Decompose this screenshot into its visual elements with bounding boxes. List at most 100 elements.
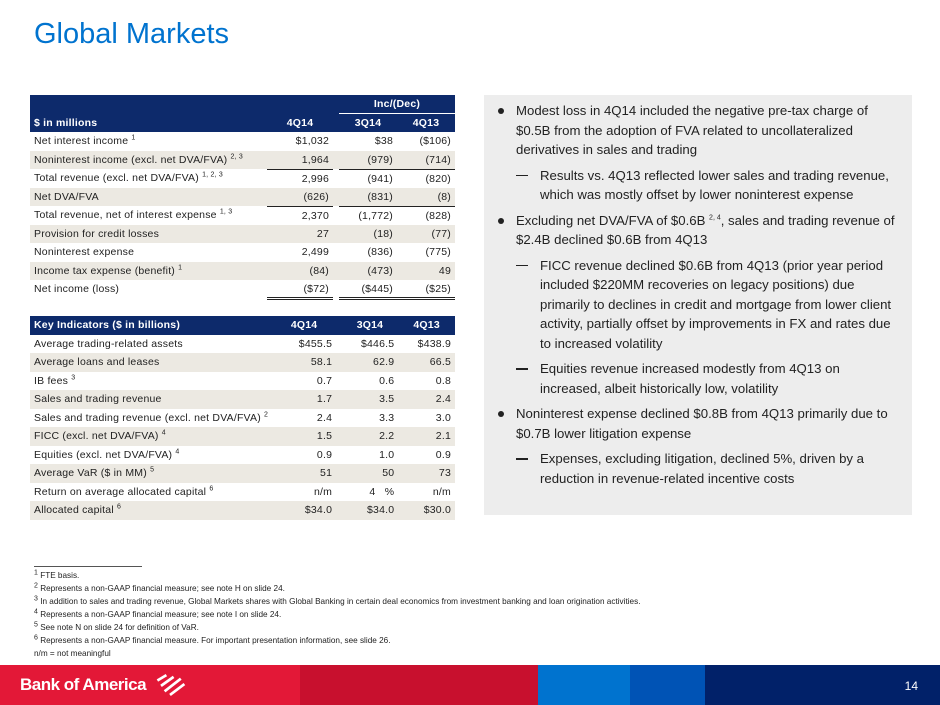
footnote: 4 Represents a non-GAAP financial measur… [34, 608, 640, 621]
table-row: Average VaR ($ in MM) 5 51 50 73 [30, 464, 455, 483]
row-label: Total revenue (excl. net DVA/FVA) 1, 2, … [30, 169, 267, 188]
footnote-ref: 1, 2, 3 [202, 171, 223, 179]
table-row: IB fees 3 0.7 0.6 0.8 [30, 372, 455, 391]
footer-decoration [538, 665, 630, 705]
cell-3q14: (836) [367, 246, 393, 259]
column-header: 4Q13 [397, 113, 455, 132]
table-header: Key Indicators ($ in billions) 4Q14 3Q14 4Q… [30, 316, 455, 335]
table-row: Return on average allocated capital 6 n/m… [30, 483, 455, 502]
row-label: Average VaR ($ in MM) 5 [30, 464, 273, 483]
row-label: Return on average allocated capital 6 [30, 483, 272, 502]
footnote: 1 FTE basis. [34, 569, 640, 582]
bullet-text: Excluding net DVA/FVA of $0.6B [516, 212, 710, 228]
cell-4q13: 73 [398, 464, 455, 483]
table-row: Income tax expense (benefit) 1 (84) (473) 4… [30, 261, 455, 280]
row-label-text: Equities (excl. net DVA/FVA) [34, 448, 173, 461]
footnote-number: 1 [34, 569, 38, 577]
cell-4q14: 0.7 [316, 374, 333, 387]
row-label-text: Return on average allocated capital [34, 485, 207, 498]
row-label-text: Noninterest income (excl. net DVA/FVA) [34, 153, 228, 166]
cell-4q14: (84) [267, 261, 333, 280]
cell-4q13: 49 [397, 261, 455, 280]
cell-4q13: (714) [397, 150, 455, 170]
footnote-ref: 3 [71, 374, 76, 382]
cell-4q14: 51 [272, 464, 337, 483]
bank-of-america-logo: Bank of America [20, 675, 147, 694]
cell-4q14: 2,499 [301, 246, 329, 259]
cell-4q14: $455.5 [298, 337, 333, 350]
column-header: 4Q13 [398, 316, 455, 335]
row-label: Noninterest income (excl. net DVA/FVA) 2… [30, 150, 267, 169]
footnote-text: See note N on slide 24 for definition of… [40, 623, 199, 632]
label-header: $ in millions [30, 113, 267, 132]
cell-3q14: ($445) [339, 280, 397, 300]
cell-4q14: 2,996 [301, 172, 329, 185]
table-row: FICC (excl. net DVA/FVA) 4 1.5 2.2 2.1 [30, 427, 455, 446]
row-label: Noninterest expense [30, 243, 267, 262]
cell-4q14: (626) [267, 187, 333, 207]
key-indicators-table: Key Indicators ($ in billions) 4Q14 3Q14 4Q… [30, 316, 455, 520]
cell-3q14: (18) [339, 224, 397, 243]
footnote-ref: 1 [178, 264, 183, 272]
row-label: Average trading-related assets [30, 335, 272, 354]
footnote-text: Represents a non-GAAP financial measure;… [40, 584, 285, 593]
cell-3q14: (473) [339, 261, 397, 280]
footnote-ref: 6 [117, 503, 122, 511]
row-label-text: FICC (excl. net DVA/FVA) [34, 430, 159, 443]
footnote-text: FTE basis. [40, 571, 80, 580]
footnote-divider [34, 566, 142, 567]
footnote-ref: 2, 3 [230, 153, 243, 161]
cell-4q14: 1,964 [267, 150, 333, 170]
table-group-header: Inc/(Dec) [30, 95, 455, 114]
bullet-point: Modest loss in 4Q14 included the negativ… [494, 101, 898, 160]
footnote: 5 See note N on slide 24 for definition … [34, 621, 640, 634]
cell-3q14: $34.0 [341, 501, 399, 520]
cell-4q14: $1,032 [295, 135, 329, 148]
footnote-number: 5 [34, 621, 38, 629]
footnote-ref: 6 [209, 485, 214, 493]
cell-4q13: ($25) [397, 280, 455, 300]
cell-4q13: 0.8 [435, 374, 451, 387]
column-header: 4Q14 [272, 316, 337, 335]
cell-4q13: 3.0 [435, 411, 451, 424]
cell-3q14: 62.9 [341, 353, 399, 372]
footnote-ref: 2, 4 [709, 214, 721, 222]
footnote-text: n/m = not meaningful [34, 649, 111, 658]
table-row: Net interest income 1 $1,032 $38 ($106) [30, 132, 455, 151]
cell-3q14: 3.5 [341, 390, 399, 409]
column-header: 4Q14 [267, 113, 333, 132]
cell-3q14: (831) [339, 187, 397, 207]
footer-bar: Bank of America 14 [0, 665, 940, 705]
cell-3q14: $38 [374, 135, 393, 148]
footnote-text: Represents a non-GAAP financial measure.… [40, 636, 391, 645]
row-label-text: Net interest income [34, 135, 129, 148]
footnote: 6 Represents a non-GAAP financial measur… [34, 634, 640, 647]
footnote-ref: 4 [175, 448, 180, 456]
footnote-text: Represents a non-GAAP financial measure;… [40, 610, 282, 619]
footer-decoration [705, 665, 940, 705]
table-header: $ in millions 4Q14 3Q14 4Q13 [30, 113, 455, 132]
row-label-text: Allocated capital [34, 504, 114, 517]
row-label: Net income (loss) [30, 280, 267, 299]
table-row: Total revenue (excl. net DVA/FVA) 1, 2, … [30, 169, 455, 188]
row-label-text: Noninterest expense [34, 246, 135, 259]
footnote-text: In addition to sales and trading revenue… [40, 597, 641, 606]
row-label-text: Provision for credit losses [34, 227, 160, 240]
cell-4q13: 0.9 [435, 448, 451, 461]
cell-4q13: (77) [397, 224, 455, 243]
bullet-point: Noninterest expense declined $0.8B from … [494, 404, 898, 443]
row-label: Sales and trading revenue [30, 390, 273, 409]
cell-4q14: n/m [314, 485, 333, 498]
cell-3q14: 50 [341, 464, 399, 483]
row-label: Income tax expense (benefit) 1 [30, 261, 267, 280]
sub-bullet-point: Equities revenue increased modestly from… [494, 359, 898, 398]
footnote: 2 Represents a non-GAAP financial measur… [34, 582, 640, 595]
row-label: Allocated capital 6 [30, 501, 273, 520]
cell-4q13: (8) [397, 187, 455, 207]
table-row: Average trading-related assets $455.5 $446… [30, 335, 455, 354]
cell-3q14: 1.0 [379, 448, 395, 461]
column-header: 3Q14 [339, 113, 397, 132]
row-label: IB fees 3 [30, 372, 272, 391]
row-label-text: Average trading-related assets [34, 337, 183, 350]
cell-4q14: 1.7 [272, 390, 337, 409]
